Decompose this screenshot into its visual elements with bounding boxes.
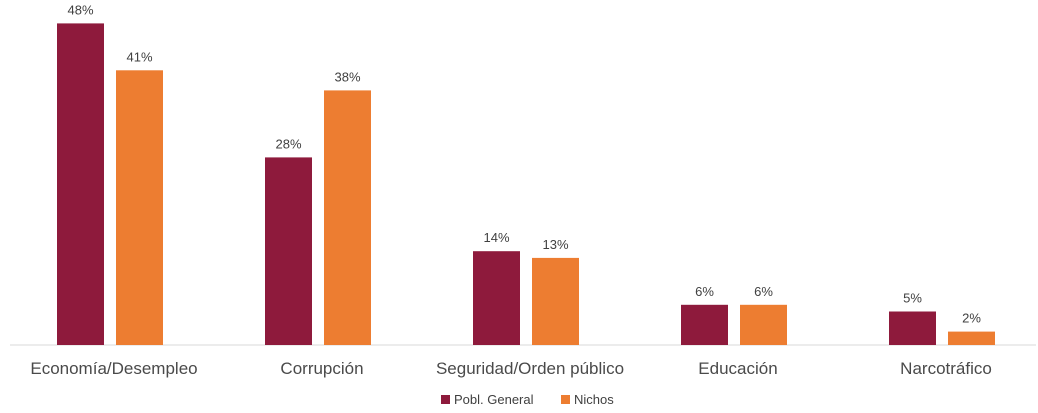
category-label-corrupcion: Corrupción xyxy=(280,359,363,378)
value-label-pobl-general-corrupcion: 28% xyxy=(275,136,301,151)
legend: Pobl. General Nichos xyxy=(441,392,614,407)
bar-nichos-educacion xyxy=(740,304,787,345)
value-labels-layer: 48% 41% 28% 38% 14% 13% 6% 6% 5% 2% xyxy=(67,2,981,325)
value-label-nichos-seguridad-orden-publico: 13% xyxy=(542,237,568,252)
value-label-nichos-corrupcion: 38% xyxy=(334,69,360,84)
category-label-narcotrafico: Narcotráfico xyxy=(900,359,992,378)
bar-pobl-general-educacion xyxy=(681,304,728,345)
value-label-nichos-economia-desempleo: 41% xyxy=(126,49,152,64)
category-label-seguridad-orden-publico: Seguridad/Orden público xyxy=(436,359,624,378)
legend-swatch-nichos xyxy=(561,395,570,404)
value-label-pobl-general-economia-desempleo: 48% xyxy=(67,2,93,17)
value-label-pobl-general-educacion: 6% xyxy=(695,284,714,299)
legend-label-nichos: Nichos xyxy=(574,392,614,407)
bar-nichos-corrupcion xyxy=(324,90,371,346)
bar-nichos-seguridad-orden-publico xyxy=(532,257,579,345)
value-label-pobl-general-seguridad-orden-publico: 14% xyxy=(483,230,509,245)
bar-pobl-general-economia-desempleo xyxy=(57,23,104,346)
bar-nichos-narcotrafico xyxy=(948,331,995,345)
legend-label-pobl-general: Pobl. General xyxy=(454,392,534,407)
category-label-educacion: Educación xyxy=(698,359,777,378)
legend-swatch-pobl-general xyxy=(441,395,450,404)
value-label-pobl-general-narcotrafico: 5% xyxy=(903,291,922,306)
bars-layer xyxy=(57,23,995,346)
bar-pobl-general-seguridad-orden-publico xyxy=(473,251,520,345)
category-labels-layer: Economía/Desempleo Corrupción Seguridad/Or… xyxy=(30,359,991,378)
category-label-economia-desempleo: Economía/Desempleo xyxy=(30,359,197,378)
value-label-nichos-narcotrafico: 2% xyxy=(962,311,981,326)
bar-nichos-economia-desempleo xyxy=(116,70,163,346)
bar-pobl-general-narcotrafico xyxy=(889,311,936,345)
bar-pobl-general-corrupcion xyxy=(265,157,312,345)
value-label-nichos-educacion: 6% xyxy=(754,284,773,299)
